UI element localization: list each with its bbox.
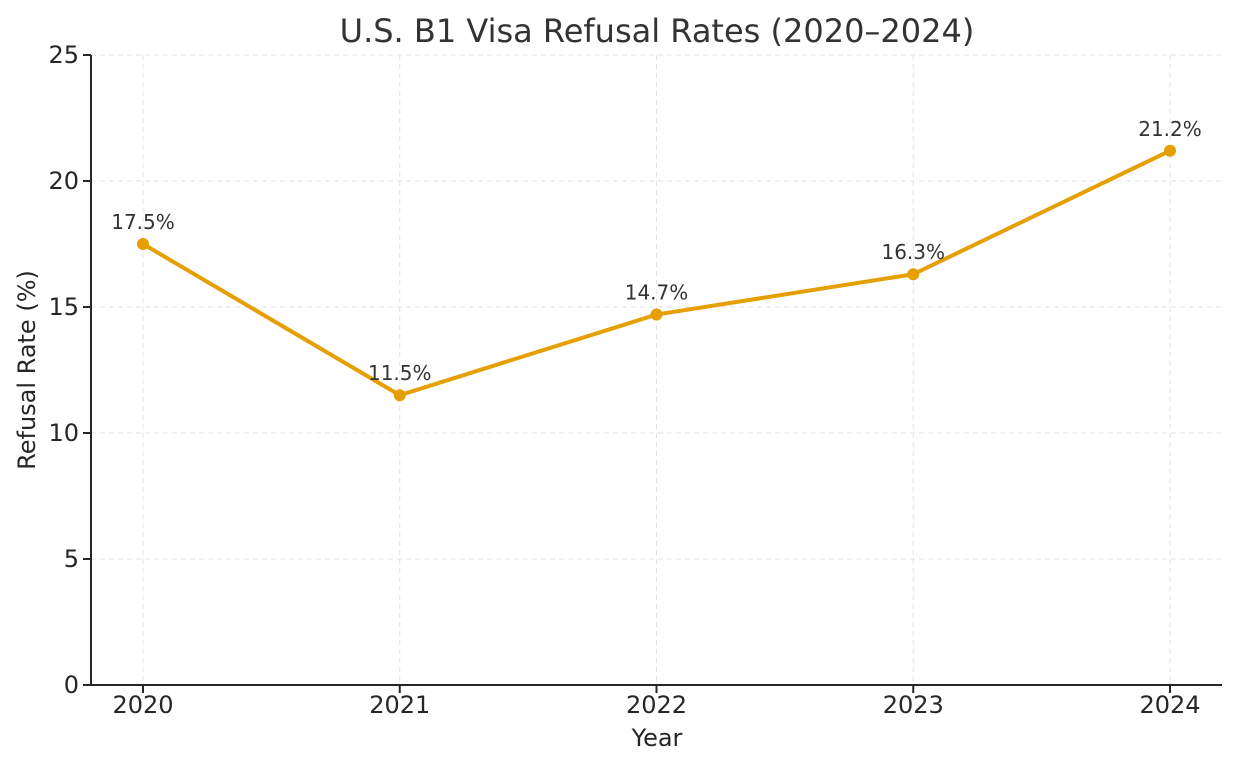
- data-point: [907, 268, 920, 281]
- data-point: [393, 389, 406, 402]
- grid-lines: [91, 54, 1222, 685]
- data-point: [1164, 144, 1176, 157]
- x-tick-label: 2022: [626, 691, 687, 719]
- data-point: [650, 308, 663, 321]
- y-tick-label: 5: [64, 545, 79, 573]
- data-label: 11.5%: [368, 361, 432, 385]
- y-tick-label: 0: [64, 671, 79, 699]
- x-tick-label: 2024: [1139, 691, 1200, 719]
- x-tick-label: 2023: [883, 691, 944, 719]
- series-group: [137, 144, 1176, 402]
- x-tick-label: 2020: [112, 691, 173, 719]
- y-tick-label: 15: [48, 293, 79, 321]
- data-label: 14.7%: [625, 281, 689, 305]
- y-tick-label: 25: [48, 41, 79, 69]
- y-axis-ticks: 0 5 10 15 20 25: [48, 41, 91, 699]
- data-label: 17.5%: [111, 210, 175, 234]
- x-axis-ticks: 2020 2021 2022 2023 2024: [112, 685, 1201, 719]
- data-label: 16.3%: [881, 240, 945, 264]
- y-tick-label: 20: [48, 167, 79, 195]
- y-axis-label: Refusal Rate (%): [13, 270, 41, 470]
- data-point: [137, 238, 149, 250]
- data-labels: 17.5% 11.5% 14.7% 16.3% 21.2%: [111, 117, 1202, 385]
- x-tick-label: 2021: [369, 691, 430, 719]
- x-axis-label: Year: [631, 724, 683, 752]
- y-tick-label: 10: [48, 419, 79, 447]
- data-label: 21.2%: [1138, 117, 1202, 141]
- chart-title: U.S. B1 Visa Refusal Rates (2020–2024): [340, 12, 975, 50]
